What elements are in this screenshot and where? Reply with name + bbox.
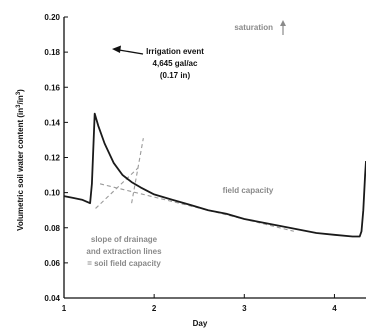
slope-annotation-line3: = soil field capacity bbox=[87, 259, 161, 268]
x-tick-label: 2 bbox=[152, 304, 157, 313]
y-tick-label: 0.20 bbox=[44, 13, 60, 22]
x-tick-label: 4 bbox=[332, 304, 337, 313]
irrigation-annotation-line1: Irrigation event bbox=[146, 47, 204, 56]
y-tick-label: 0.04 bbox=[44, 294, 60, 303]
x-tick-label: 1 bbox=[62, 304, 67, 313]
soil-water-line bbox=[63, 112, 366, 238]
irrigation-arrow bbox=[112, 45, 144, 55]
field-capacity-label: field capacity bbox=[223, 186, 274, 195]
y-axis-title: Volumetric soil water content (in3/in3) bbox=[16, 89, 25, 231]
y-tick-label: 0.14 bbox=[44, 118, 60, 127]
y-tick-label: 0.08 bbox=[44, 224, 60, 233]
y-tick-label: 0.10 bbox=[44, 189, 60, 198]
y-tick-label: 0.18 bbox=[44, 48, 60, 57]
saturation-arrow-icon bbox=[280, 20, 286, 35]
y-tick-label: 0.06 bbox=[44, 259, 60, 268]
y-axis-title-sup2: 3 bbox=[16, 91, 22, 95]
slope-reference-line bbox=[95, 167, 139, 209]
y-tick-label: 0.12 bbox=[44, 154, 60, 163]
x-axis-title: Day bbox=[193, 319, 208, 328]
saturation-label: saturation bbox=[234, 23, 273, 32]
slope-annotation-line2: and extraction lines bbox=[86, 247, 162, 256]
x-tick-label: 3 bbox=[242, 304, 247, 313]
irrigation-annotation-line3: (0.17 in) bbox=[160, 71, 191, 80]
slope-annotation-line1: slope of drainage bbox=[91, 235, 158, 244]
y-axis-title-end: ) bbox=[16, 89, 25, 92]
y-tick-label: 0.16 bbox=[44, 83, 60, 92]
y-axis-title-sup1: 3 bbox=[16, 104, 22, 108]
y-axis-title-mid: /in bbox=[16, 95, 25, 104]
y-axis-title-main: Volumetric soil water content (in bbox=[16, 108, 25, 231]
irrigation-annotation-line2: 4,645 gal/ac bbox=[153, 59, 198, 68]
